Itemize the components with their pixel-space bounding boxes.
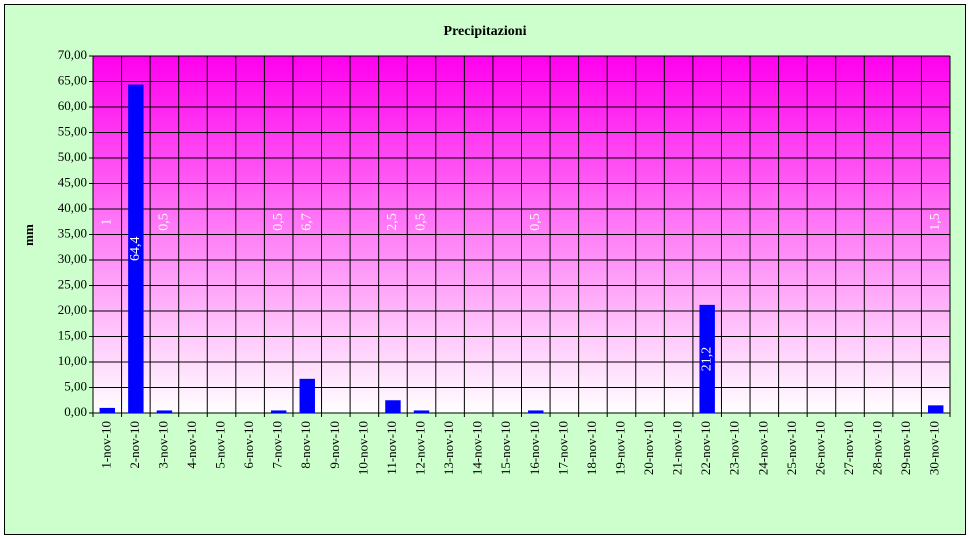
bar bbox=[385, 400, 401, 413]
y-tick-label: 15,00 bbox=[58, 327, 87, 342]
data-label: 0,5 bbox=[414, 213, 429, 231]
y-tick-label: 35,00 bbox=[58, 225, 87, 240]
x-tick-label: 12-nov-10 bbox=[413, 421, 428, 475]
x-tick-label: 6-nov-10 bbox=[241, 421, 256, 469]
bar bbox=[699, 304, 715, 413]
bar bbox=[299, 378, 315, 413]
x-tick-label: 28-nov-10 bbox=[870, 421, 885, 475]
y-tick-label: 5,00 bbox=[64, 378, 87, 393]
y-tick-label: 65,00 bbox=[58, 72, 87, 87]
bar bbox=[413, 410, 430, 413]
bar bbox=[128, 84, 144, 413]
x-tick-label: 4-nov-10 bbox=[184, 421, 199, 469]
y-tick-label: 0,00 bbox=[64, 404, 87, 419]
data-label: 1,5 bbox=[928, 213, 943, 231]
bar bbox=[156, 410, 173, 413]
bar bbox=[270, 410, 287, 413]
y-tick-label: 60,00 bbox=[58, 98, 87, 113]
bar bbox=[99, 407, 115, 413]
x-tick-label: 7-nov-10 bbox=[270, 421, 285, 469]
x-tick-label: 2-nov-10 bbox=[127, 421, 142, 469]
x-tick-label: 30-nov-10 bbox=[927, 421, 942, 475]
data-label: 64,4 bbox=[128, 237, 143, 262]
x-tick-label: 25-nov-10 bbox=[784, 421, 799, 475]
x-tick-label: 11-nov-10 bbox=[384, 421, 399, 475]
data-label: 0,5 bbox=[271, 213, 286, 231]
x-tick-label: 17-nov-10 bbox=[555, 421, 570, 475]
x-tick-label: 18-nov-10 bbox=[584, 421, 599, 475]
chart-title: Precipitazioni bbox=[444, 24, 527, 39]
x-tick-label: 22-nov-10 bbox=[698, 421, 713, 475]
x-tick-label: 29-nov-10 bbox=[898, 421, 913, 475]
x-tick-label: 13-nov-10 bbox=[441, 421, 456, 475]
x-tick-label: 1-nov-10 bbox=[98, 421, 113, 469]
data-label: 1 bbox=[100, 219, 115, 226]
x-tick-label: 26-nov-10 bbox=[812, 421, 827, 475]
y-tick-label: 55,00 bbox=[58, 123, 87, 138]
data-label: 0,5 bbox=[528, 213, 543, 231]
y-tick-label: 45,00 bbox=[58, 174, 87, 189]
x-tick-label: 5-nov-10 bbox=[213, 421, 228, 469]
x-tick-label: 15-nov-10 bbox=[498, 421, 513, 475]
x-tick-label: 21-nov-10 bbox=[670, 421, 685, 475]
x-tick-label: 20-nov-10 bbox=[641, 421, 656, 475]
x-tick-label: 19-nov-10 bbox=[612, 421, 627, 475]
data-label: 21,2 bbox=[699, 347, 714, 372]
y-tick-label: 70,00 bbox=[58, 47, 87, 62]
x-tick-label: 10-nov-10 bbox=[355, 421, 370, 475]
data-label: 6,7 bbox=[299, 213, 314, 231]
x-tick-label: 27-nov-10 bbox=[841, 421, 856, 475]
x-tick-label: 9-nov-10 bbox=[327, 421, 342, 469]
y-tick-label: 40,00 bbox=[58, 200, 87, 215]
y-tick-label: 20,00 bbox=[58, 302, 87, 317]
bar bbox=[528, 410, 544, 413]
data-label: 2,5 bbox=[385, 213, 400, 231]
y-axis-title: mm bbox=[21, 224, 36, 246]
data-label: 0,5 bbox=[157, 213, 172, 231]
bar bbox=[928, 405, 944, 413]
x-tick-label: 23-nov-10 bbox=[727, 421, 742, 475]
x-tick-label: 14-nov-10 bbox=[470, 421, 485, 475]
x-tick-label: 16-nov-10 bbox=[527, 421, 542, 475]
y-tick-label: 50,00 bbox=[58, 149, 87, 164]
y-tick-label: 30,00 bbox=[58, 251, 87, 266]
x-tick-label: 24-nov-10 bbox=[755, 421, 770, 475]
y-tick-label: 25,00 bbox=[58, 276, 87, 291]
x-tick-label: 3-nov-10 bbox=[155, 421, 170, 469]
x-tick-label: 8-nov-10 bbox=[298, 421, 313, 469]
y-tick-label: 10,00 bbox=[58, 353, 87, 368]
